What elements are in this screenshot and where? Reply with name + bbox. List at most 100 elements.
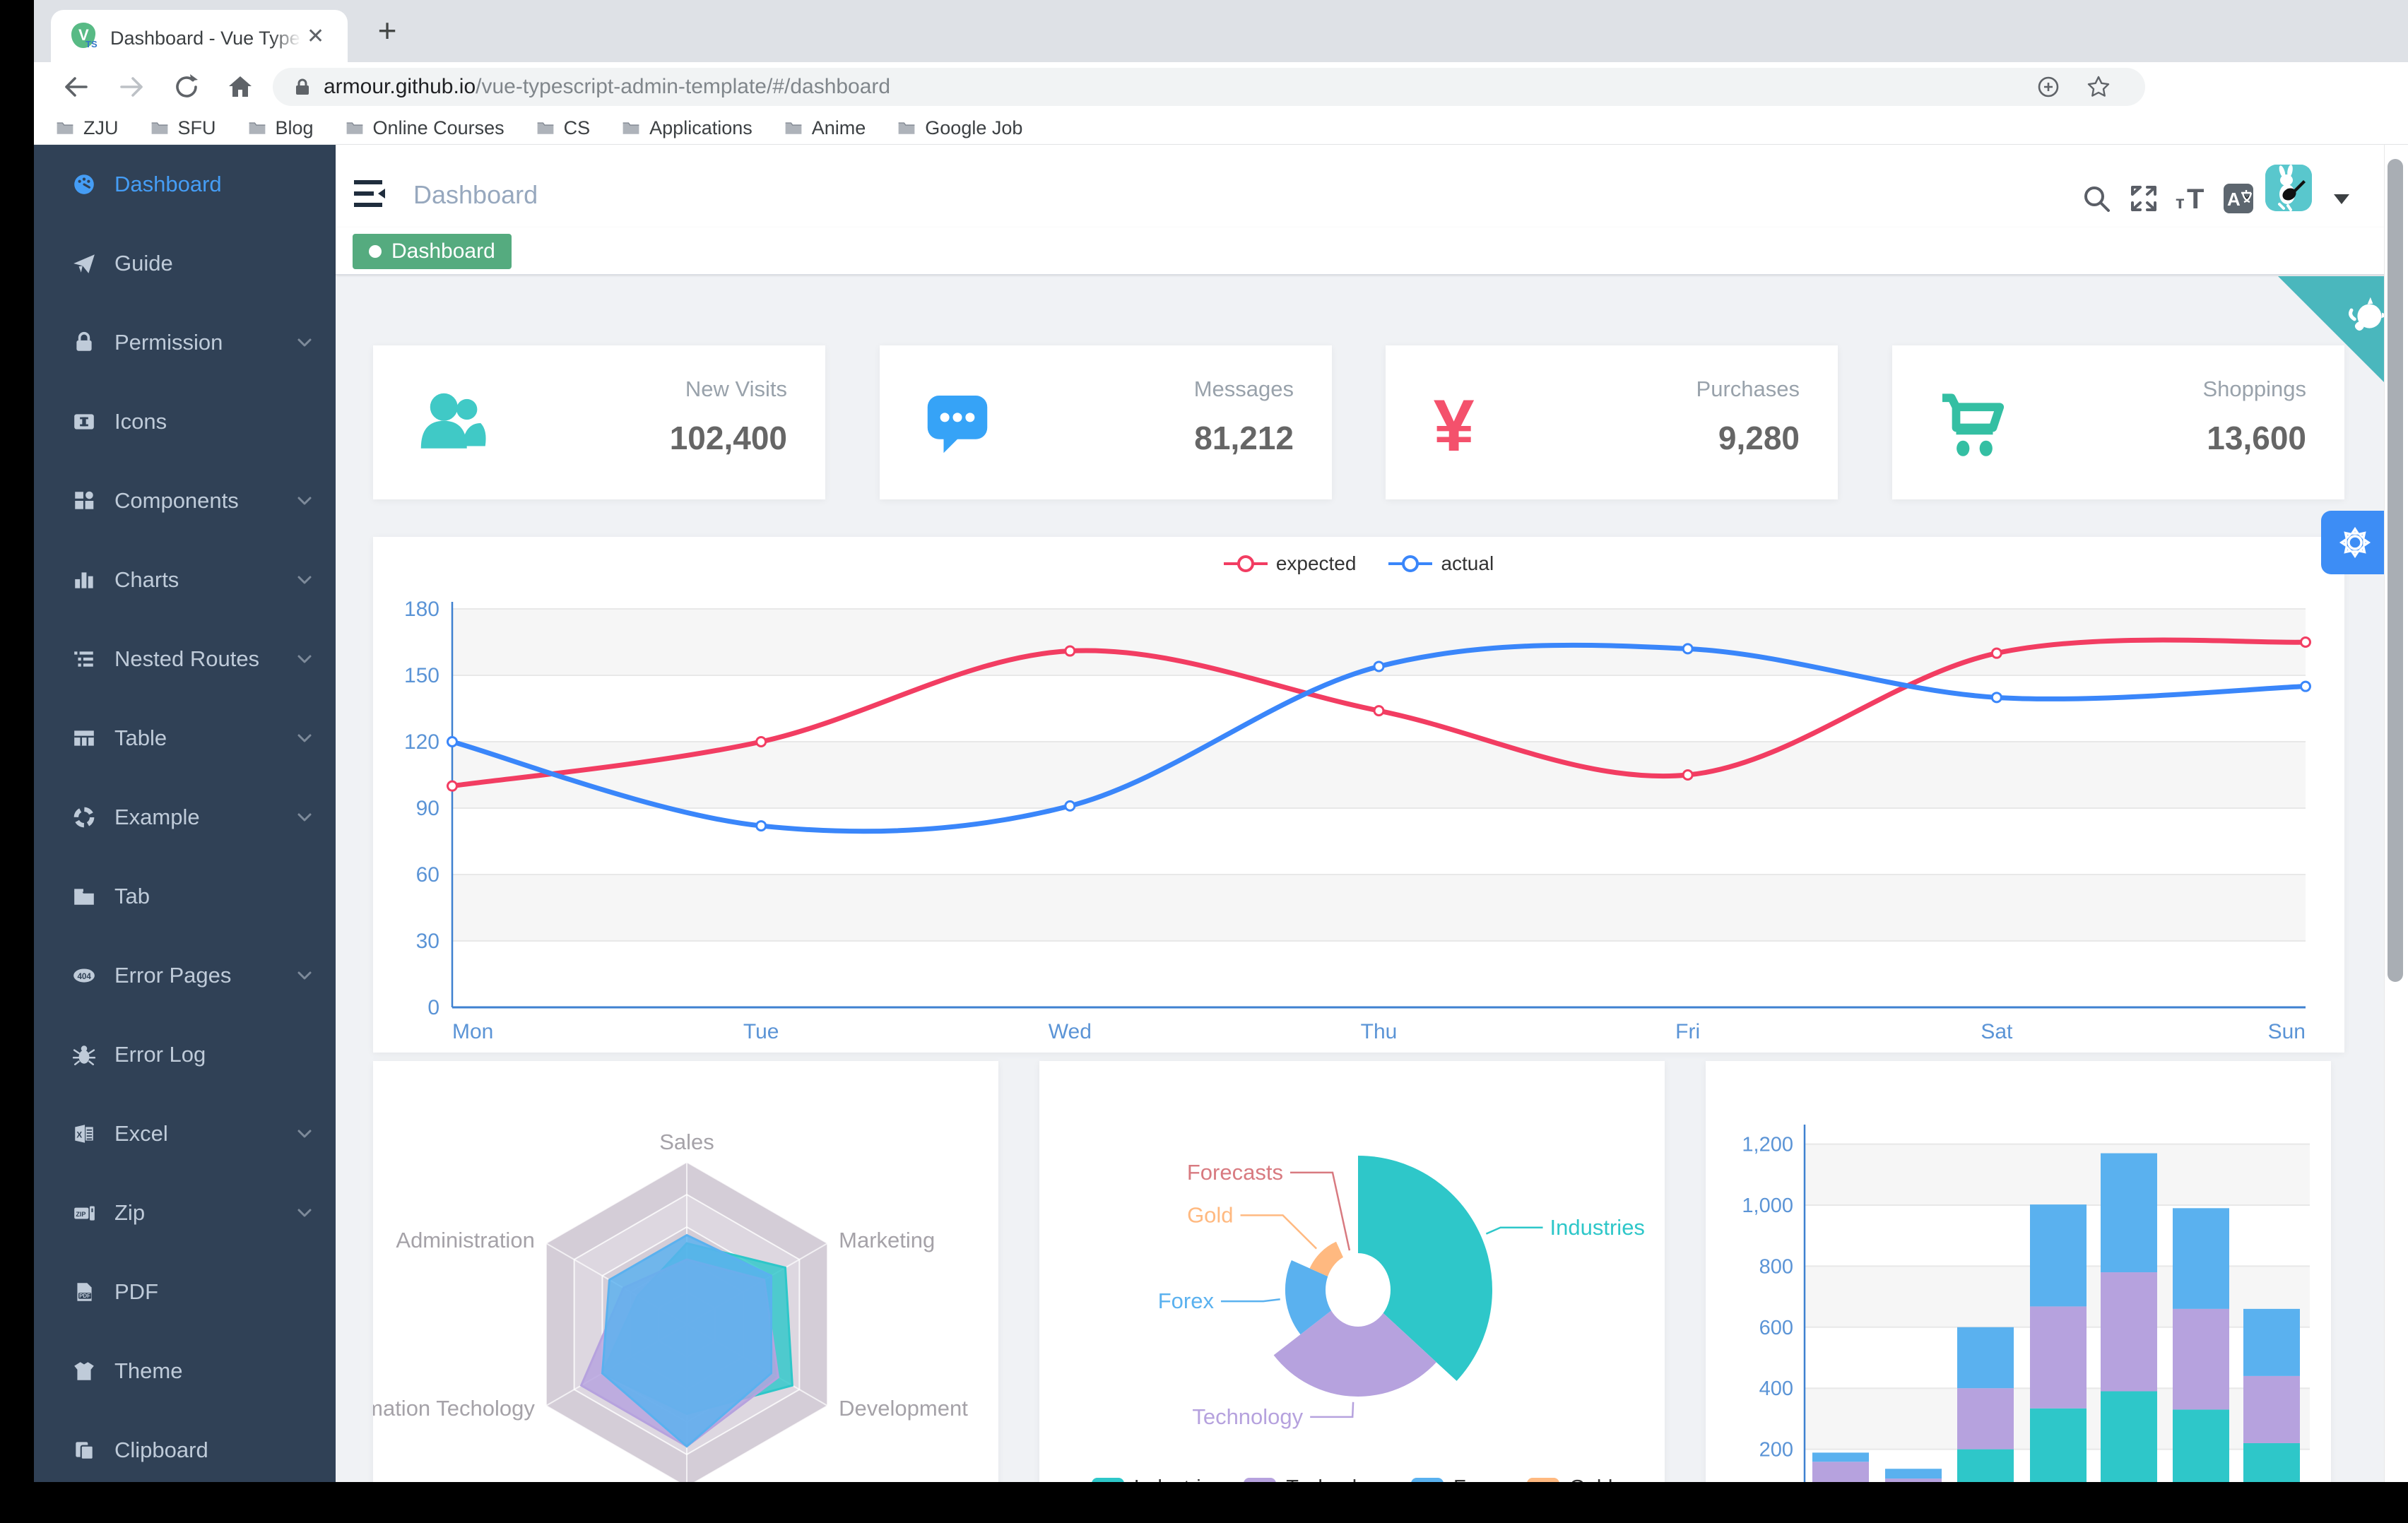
new-tab-button[interactable]: +	[377, 12, 397, 49]
folder-icon	[897, 118, 916, 138]
bookmark-item[interactable]: Applications	[621, 117, 752, 139]
sidebar-item-charts[interactable]: Charts	[34, 540, 336, 620]
sidebar-item-table[interactable]: Table	[34, 699, 336, 778]
stat-value: 102,400	[669, 420, 787, 456]
sidebar-item-tab[interactable]: Tab	[34, 857, 336, 936]
sidebar-item-icons[interactable]: Icons	[34, 382, 336, 461]
pdf-icon: PDF	[72, 1280, 96, 1304]
tag-dashboard[interactable]: Dashboard	[353, 234, 512, 269]
screen-edge-bottom	[0, 1482, 2408, 1523]
breadcrumb[interactable]: Dashboard	[413, 180, 538, 209]
sidebar-item-pdf[interactable]: PDF PDF	[34, 1252, 336, 1332]
sidebar-item-error-pages[interactable]: 404 Error Pages	[34, 936, 336, 1015]
stat-card-new-visits[interactable]: New Visits 102,400	[373, 345, 825, 499]
sidebar-item-excel[interactable]: X Excel	[34, 1094, 336, 1173]
sidebar: Dashboard Guide Permission Icons Components C…	[34, 145, 336, 1482]
sidebar-item-clipboard[interactable]: Clipboard	[34, 1411, 336, 1482]
settings-panel-button[interactable]	[2321, 511, 2388, 574]
home-icon[interactable]	[226, 73, 254, 101]
chevron-down-icon	[297, 497, 312, 505]
bookmark-item[interactable]: Google Job	[897, 117, 1022, 139]
bookmark-item[interactable]: CS	[536, 117, 591, 139]
sidebar-toggle-icon[interactable]	[354, 180, 386, 207]
svg-text:PDF: PDF	[79, 1293, 90, 1299]
sidebar-item-zip[interactable]: ZIP Zip	[34, 1173, 336, 1252]
screen-edge-left	[0, 0, 34, 1523]
sidebar-item-label: Error Pages	[114, 963, 232, 988]
sidebar-item-label: Icons	[114, 409, 167, 434]
sidebar-item-components[interactable]: Components	[34, 461, 336, 540]
svg-text:Fri: Fri	[1675, 1020, 1700, 1043]
sidebar-item-label: Theme	[114, 1358, 183, 1383]
bookmark-label: Google Job	[925, 117, 1023, 138]
app-navbar: Dashboard т T	[336, 145, 2408, 227]
sidebar-item-label: Charts	[114, 567, 179, 592]
refresh-icon[interactable]	[172, 73, 201, 101]
peoples-icon	[414, 386, 492, 458]
stat-card-purchases[interactable]: ¥ Purchases 9,280	[1386, 345, 1838, 499]
bookmark-item[interactable]: Anime	[784, 117, 866, 139]
sidebar-item-label: Example	[114, 805, 200, 829]
forward-icon[interactable]	[117, 73, 146, 101]
bookmark-item[interactable]: SFU	[150, 117, 216, 139]
legend-item-actual[interactable]: actual	[1388, 552, 1494, 575]
sidebar-item-error-log[interactable]: Error Log	[34, 1015, 336, 1094]
svg-text:200: 200	[1759, 1439, 1793, 1462]
bookmark-item[interactable]: Online Courses	[345, 117, 504, 139]
pie-legend-item-industries[interactable]: Industries	[1091, 1476, 1222, 1482]
sidebar-item-theme[interactable]: Theme	[34, 1332, 336, 1411]
search-icon[interactable]	[2081, 183, 2112, 214]
sidebar-item-dashboard[interactable]: Dashboard	[34, 145, 336, 224]
svg-text:Development: Development	[839, 1396, 968, 1421]
legend-marker	[1223, 555, 1268, 572]
lock-icon	[296, 78, 309, 95]
stat-label: Purchases	[1696, 377, 1800, 401]
pie-legend-item-gold[interactable]: Gold	[1527, 1476, 1612, 1482]
bookmark-label: CS	[563, 117, 591, 138]
user-avatar[interactable]	[2265, 165, 2312, 211]
url-bar[interactable]: armour.github.io/vue-typescript-admin-te…	[273, 68, 2145, 106]
bookmark-star-icon[interactable]	[2086, 74, 2111, 100]
legend-chip	[1527, 1478, 1560, 1482]
scrollbar-thumb[interactable]	[2388, 159, 2403, 982]
sidebar-item-permission[interactable]: Permission	[34, 303, 336, 382]
svg-text:Marketing: Marketing	[839, 1228, 935, 1252]
sidebar-item-label: Clipboard	[114, 1438, 208, 1462]
bookmark-item[interactable]: ZJU	[55, 117, 119, 139]
zoom-plus-icon[interactable]	[2036, 75, 2060, 99]
pie-legend-item-technology[interactable]: Technology	[1244, 1476, 1390, 1482]
legend-item-expected[interactable]: expected	[1223, 552, 1356, 575]
sidebar-item-nested-routes[interactable]: Nested Routes	[34, 620, 336, 699]
svg-text:Forecasts: Forecasts	[1187, 1160, 1283, 1185]
bug-icon	[72, 1043, 96, 1067]
pie-legend-item-forex[interactable]: Forex	[1411, 1476, 1506, 1482]
text-size-icon[interactable]: т T	[2176, 183, 2207, 214]
money-icon: ¥	[1427, 386, 1504, 460]
sidebar-item-guide[interactable]: Guide	[34, 224, 336, 303]
legend-chip	[1411, 1478, 1444, 1482]
tab-close-icon[interactable]: ✕	[307, 25, 325, 48]
stat-card-shoppings[interactable]: Shoppings 13,600	[1892, 345, 2344, 499]
svg-text:Technology: Technology	[1192, 1404, 1303, 1429]
fullscreen-icon[interactable]	[2128, 183, 2159, 214]
sidebar-item-label: Tab	[114, 884, 150, 908]
translate-icon[interactable]: A	[2223, 183, 2254, 214]
svg-text:Administration: Administration	[396, 1228, 534, 1252]
chevron-down-icon[interactable]	[2334, 194, 2349, 204]
sidebar-item-example[interactable]: Example	[34, 778, 336, 857]
gear-icon	[2339, 526, 2371, 559]
back-icon[interactable]	[62, 73, 90, 101]
svg-text:1,200: 1,200	[1742, 1134, 1793, 1156]
bookmark-item[interactable]: Blog	[247, 117, 314, 139]
scrollbar-track[interactable]	[2384, 145, 2408, 1482]
sidebar-item-label: Error Log	[114, 1042, 206, 1067]
active-tag-dot	[369, 245, 382, 258]
svg-text:Sales: Sales	[659, 1130, 714, 1154]
rabbit-avatar-image	[2265, 165, 2312, 211]
stat-card-messages[interactable]: Messages 81,212	[880, 345, 1332, 499]
browser-tab[interactable]: V TS Dashboard - Vue Typescript Ad ✕	[51, 10, 348, 62]
bookmark-label: Online Courses	[372, 117, 504, 138]
excel-icon: X	[72, 1122, 96, 1146]
svg-text:Sun: Sun	[2268, 1020, 2306, 1043]
